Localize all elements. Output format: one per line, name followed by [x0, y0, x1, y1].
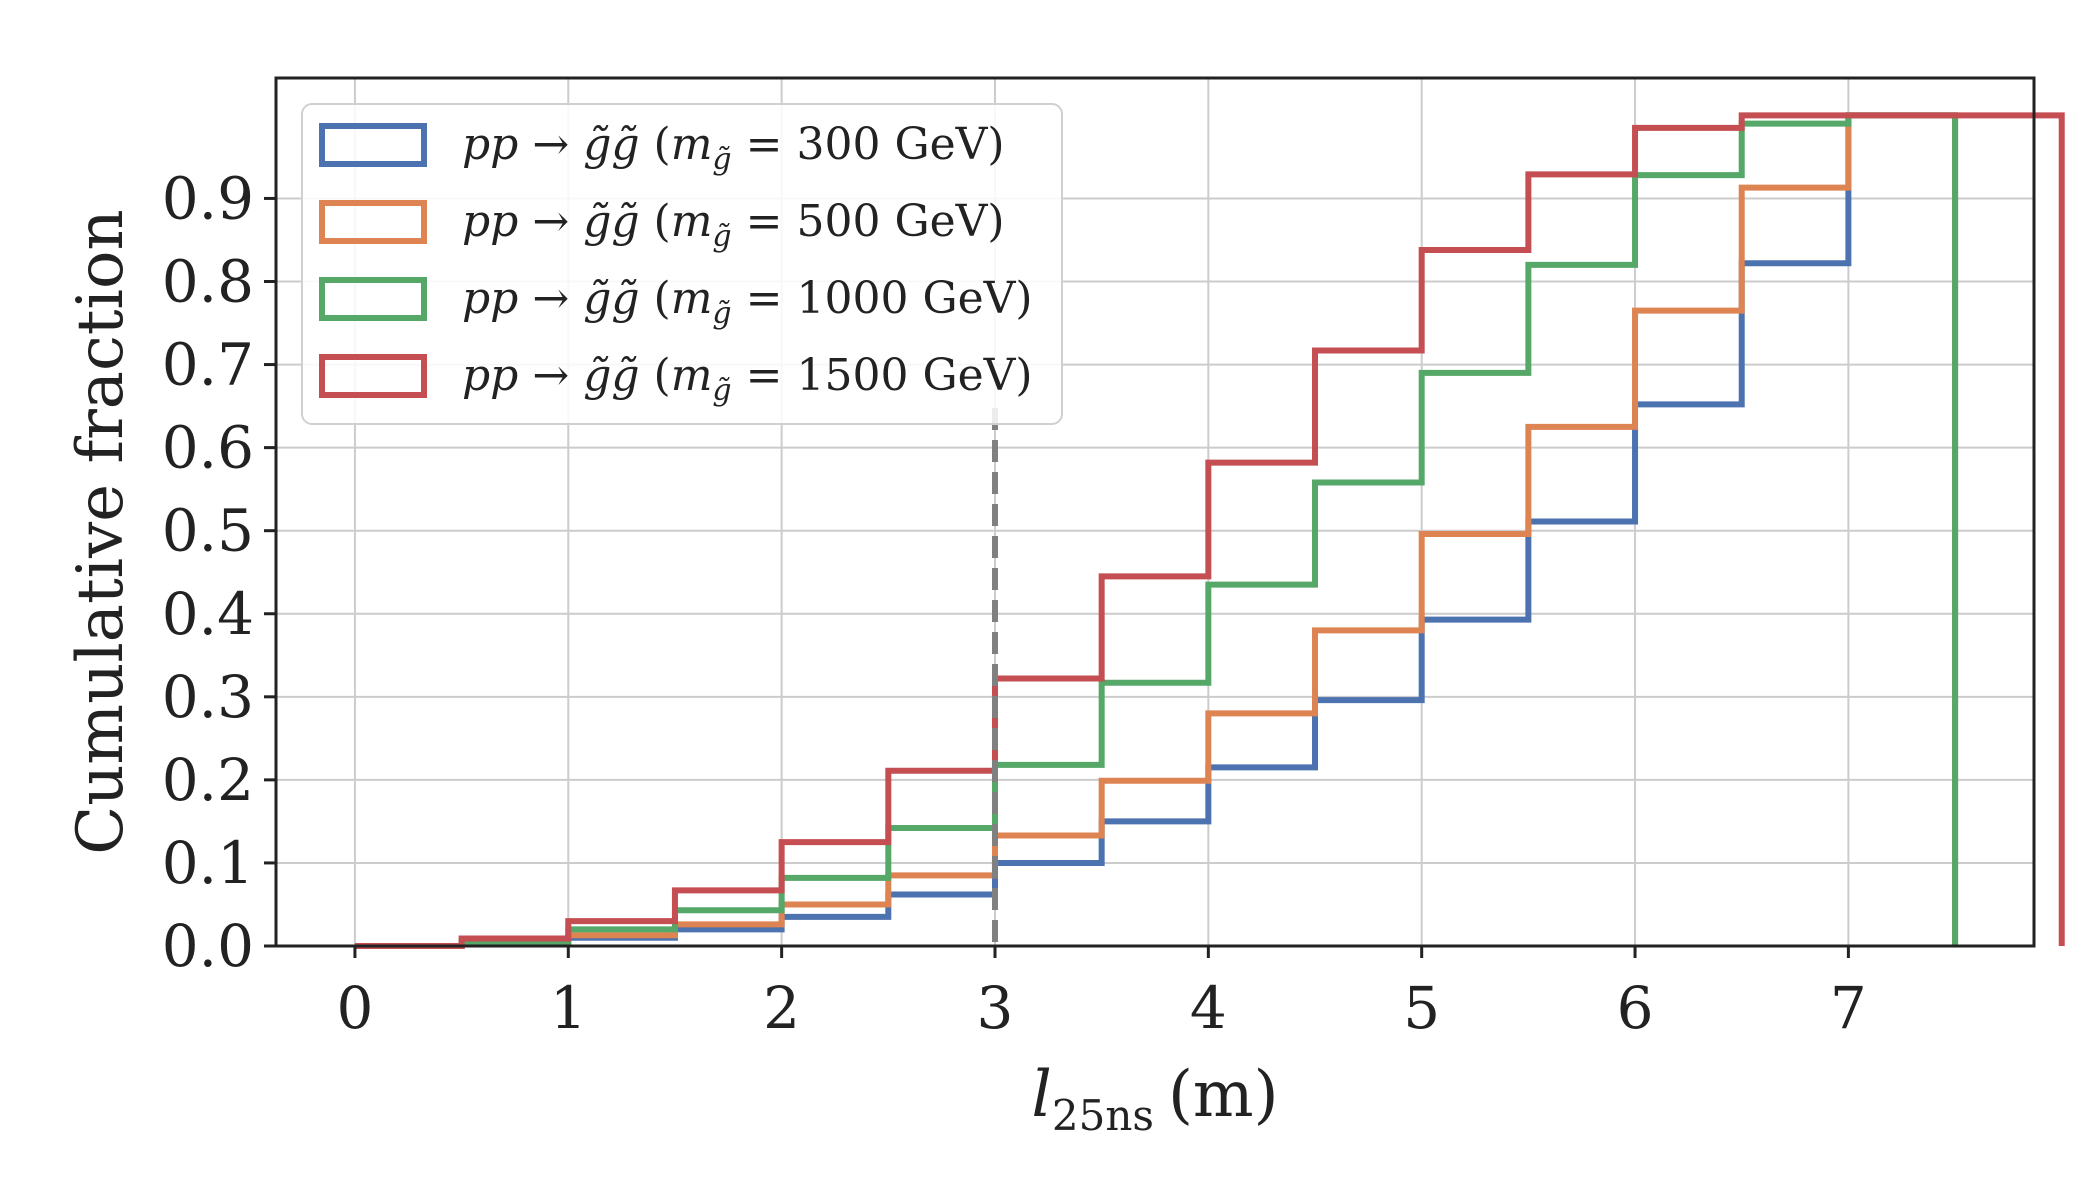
y-tick-label: 0.7: [162, 331, 254, 399]
series-step-line: [354, 112, 2065, 949]
legend-entry-label: pp → g̃g̃ (mg̃ = 1000 GeV): [462, 273, 1033, 331]
y-tick-label: 0.8: [162, 248, 254, 316]
x-axis-label-sub: 25ns: [1052, 1091, 1154, 1140]
series-step-line: [354, 112, 1959, 949]
legend-swatch: [319, 200, 427, 244]
legend-swatch: [319, 123, 427, 167]
y-tick-label: 0.0: [162, 912, 254, 980]
x-tick-label: 3: [977, 974, 1014, 1042]
y-axis-ticks: 0.0 0.1 0.2 0.3 0.4 0.5 0.6 0.7 0.8 0.9: [162, 164, 276, 980]
y-tick-label: 0.1: [162, 829, 254, 897]
x-tick-label: 0: [336, 974, 373, 1042]
series-step-line: [354, 112, 1959, 949]
x-axis-label-main: l: [1031, 1058, 1051, 1132]
x-tick-label: 5: [1403, 974, 1440, 1042]
series-steps: [354, 112, 2065, 949]
legend-swatch: [319, 354, 427, 398]
legend: pp → g̃g̃ (mg̃ = 300 GeV) pp → g̃g̃ (mg̃ …: [301, 103, 1063, 425]
x-axis-ticks: 0 1 2 3 4 5 6 7: [336, 946, 1867, 1042]
x-tick-label: 4: [1190, 974, 1227, 1042]
y-tick-label: 0.2: [162, 746, 254, 814]
plot-frame: [274, 76, 2036, 948]
y-tick-label: 0.5: [162, 497, 254, 565]
grid-lines: [276, 78, 2034, 947]
legend-entry-label: pp → g̃g̃ (mg̃ = 1500 GeV): [462, 350, 1033, 408]
x-tick-label: 6: [1617, 974, 1654, 1042]
y-tick-label: 0.4: [162, 580, 254, 648]
x-axis-label-unit: (m): [1168, 1058, 1279, 1132]
x-tick-label: 7: [1830, 974, 1867, 1042]
legend-swatch: [319, 277, 427, 321]
x-axis-label: l25ns (m): [1031, 1058, 1278, 1140]
y-axis-label: Cumulative fraction: [64, 209, 138, 855]
legend-box: [301, 103, 1063, 425]
x-tick-label: 1: [550, 974, 587, 1042]
y-tick-label: 0.6: [162, 414, 254, 482]
y-tick-label: 0.9: [162, 164, 254, 232]
legend-entry-label: pp → g̃g̃ (mg̃ = 500 GeV): [462, 196, 1005, 254]
x-tick-label: 2: [763, 974, 800, 1042]
y-tick-label: 0.3: [162, 663, 254, 731]
legend-entry-label: pp → g̃g̃ (mg̃ = 300 GeV): [462, 119, 1005, 177]
